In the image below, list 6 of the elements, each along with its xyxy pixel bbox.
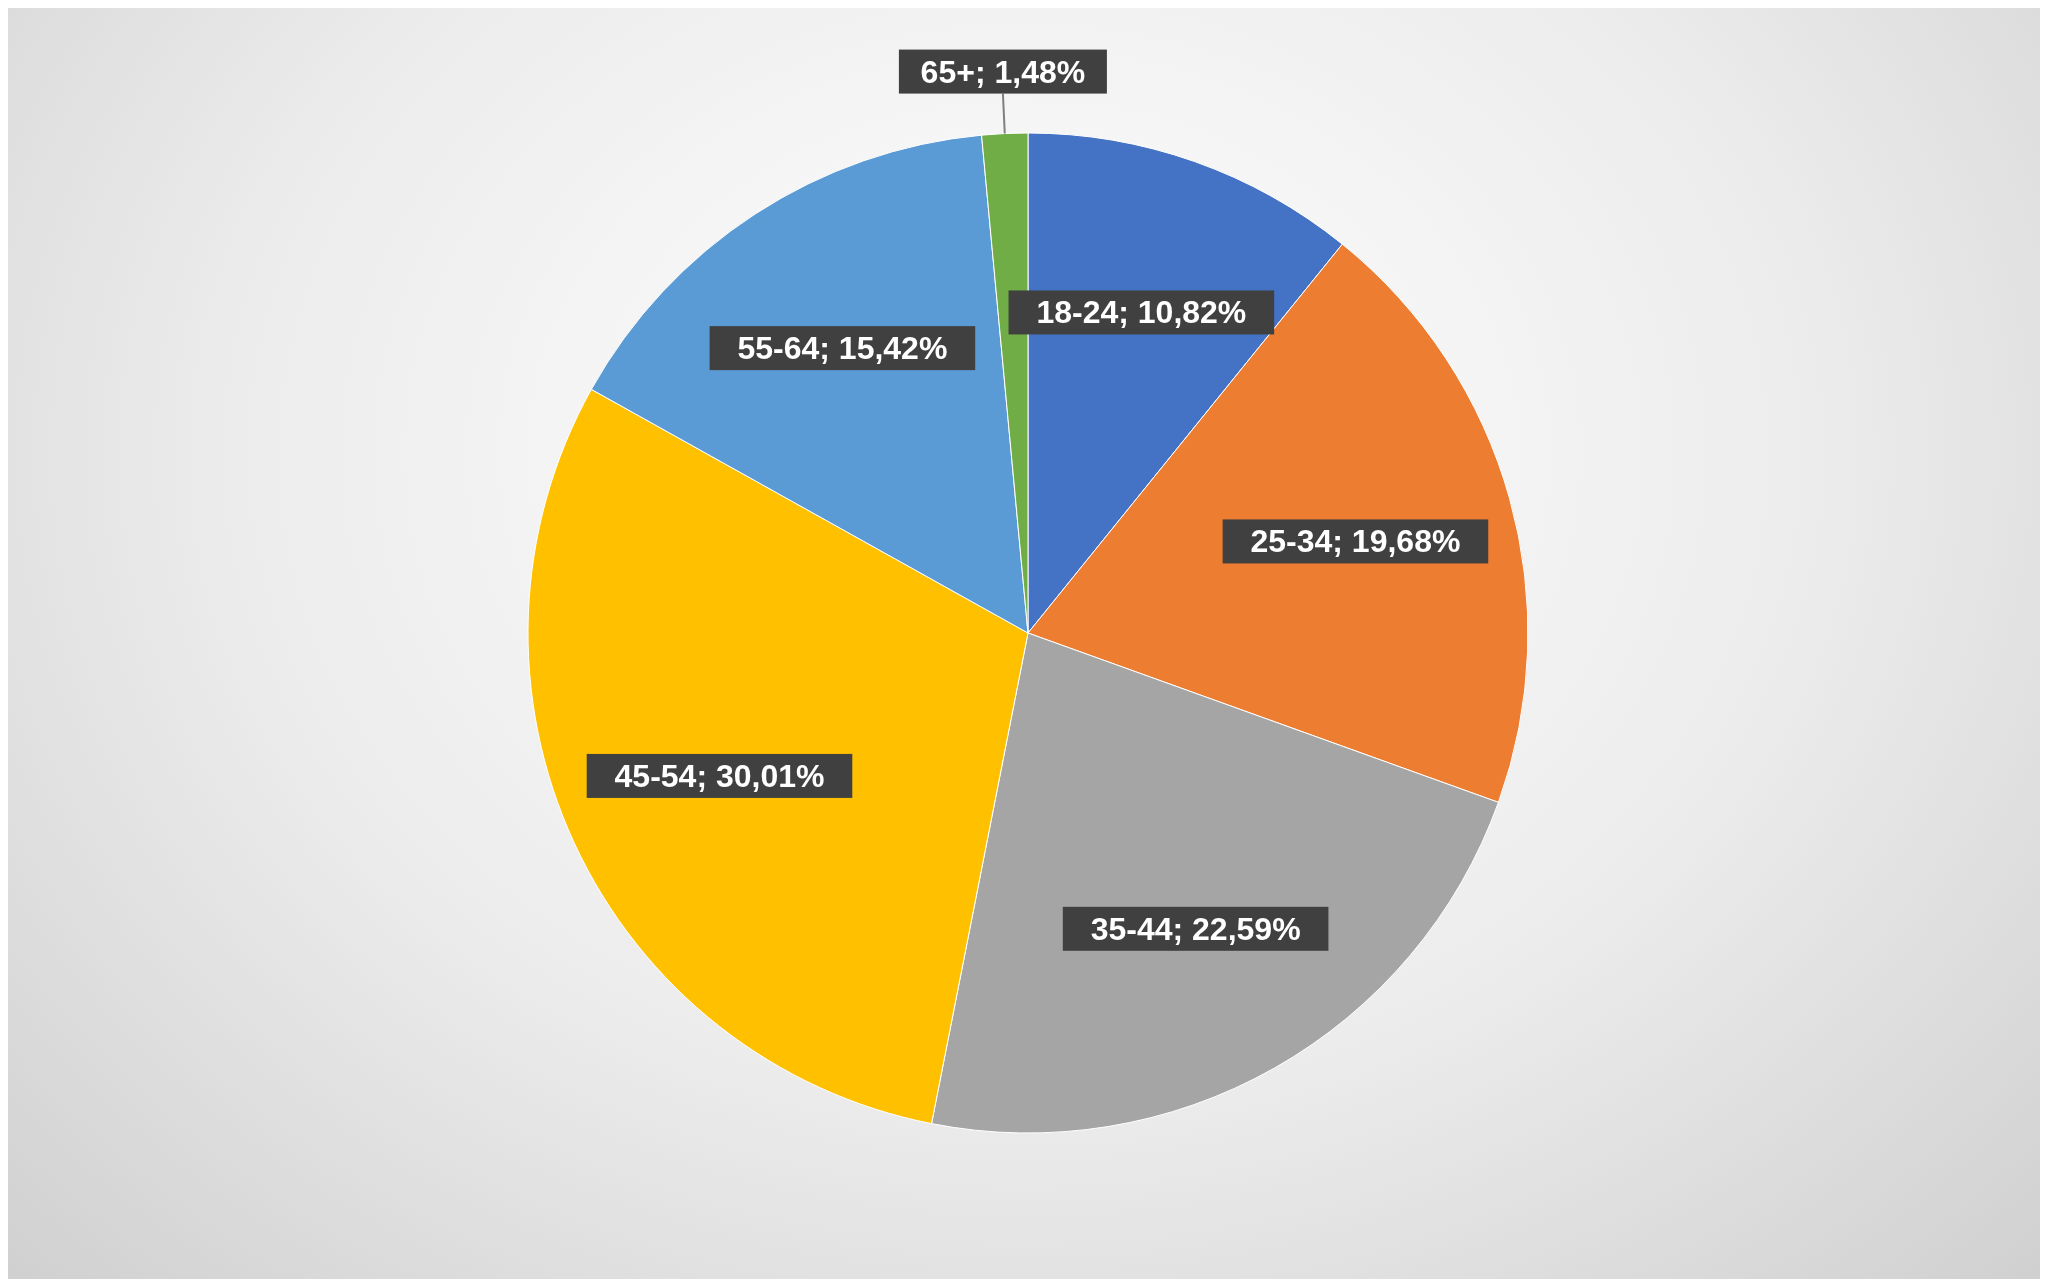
slice-label: 55-64; 15,42% xyxy=(737,330,948,367)
slice-label: 45-54; 30,01% xyxy=(614,757,825,794)
slice-label: 65+; 1,48% xyxy=(920,53,1086,90)
slice-label: 18-24; 10,82% xyxy=(1036,294,1247,331)
slice-label: 35-44; 22,59% xyxy=(1090,910,1301,947)
slice-label: 25-34; 19,68% xyxy=(1250,523,1461,560)
